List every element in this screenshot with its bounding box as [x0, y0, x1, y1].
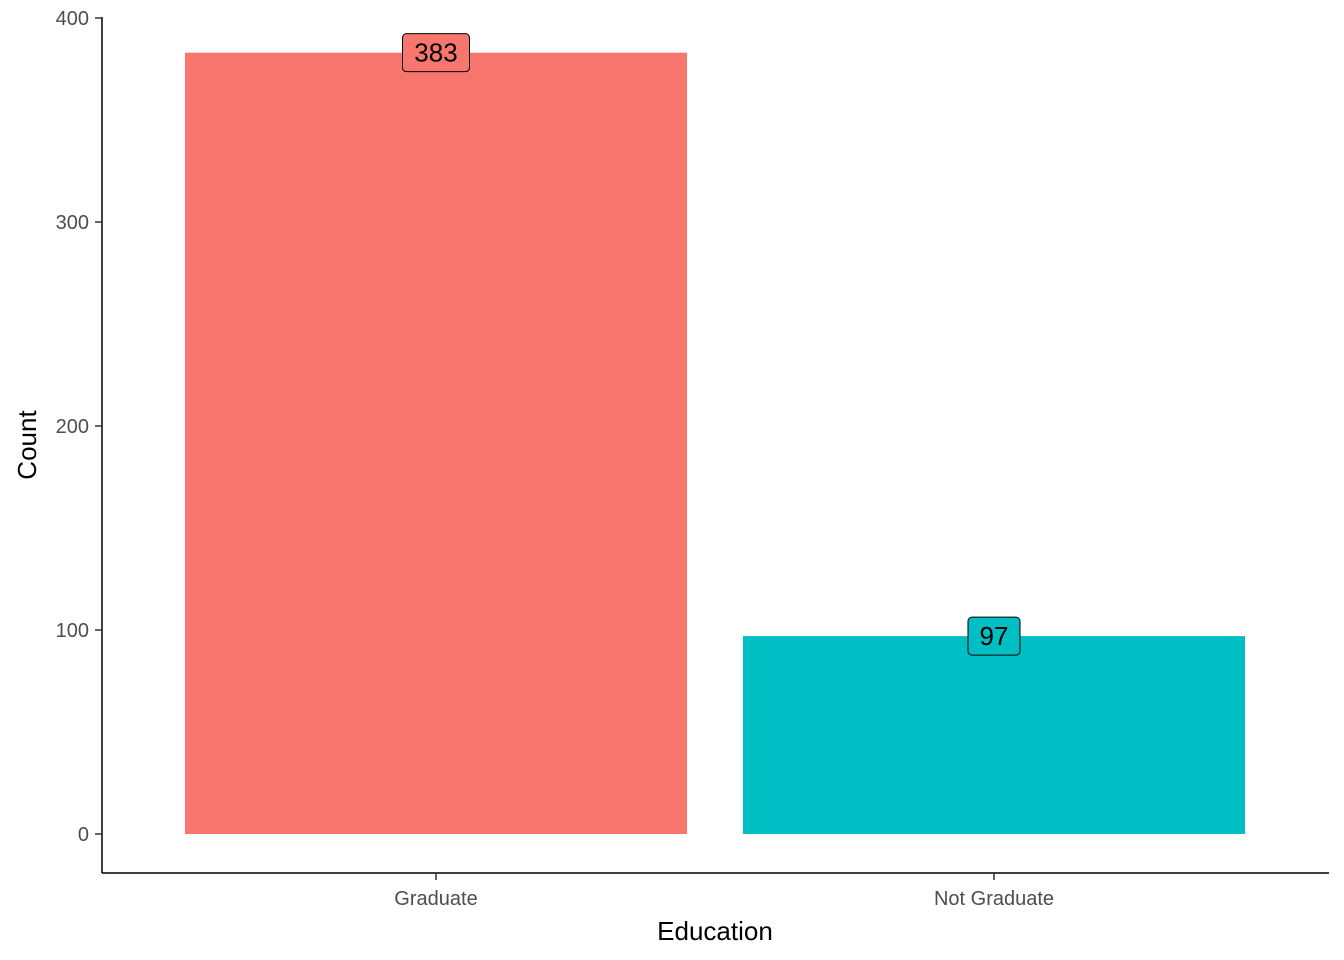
- x-tick-label: Not Graduate: [934, 888, 1054, 910]
- y-tick-label: 400: [56, 8, 89, 30]
- data-label-box: [967, 616, 1021, 656]
- axes-layer: [101, 17, 1329, 874]
- x-axis-title: Education: [657, 916, 773, 946]
- y-ticks-layer: 0 100 200 300 400: [56, 8, 102, 846]
- y-tick-label: 200: [56, 416, 89, 438]
- y-tick-label: 300: [56, 212, 89, 234]
- data-label-box: [402, 33, 470, 73]
- x-ticks-layer: Graduate Not Graduate: [394, 873, 1054, 910]
- data-labels-layer: 383 97: [402, 33, 1021, 656]
- y-tick-label: 100: [56, 620, 89, 642]
- data-label: 383: [414, 38, 457, 68]
- bar-not-graduate: [743, 636, 1245, 834]
- bars-layer: [185, 52, 1245, 835]
- y-tick-label: 0: [78, 824, 89, 846]
- y-axis-title: Count: [12, 410, 42, 480]
- data-label: 97: [980, 621, 1009, 651]
- x-tick-label: Graduate: [394, 888, 477, 910]
- bar-graduate: [185, 52, 687, 835]
